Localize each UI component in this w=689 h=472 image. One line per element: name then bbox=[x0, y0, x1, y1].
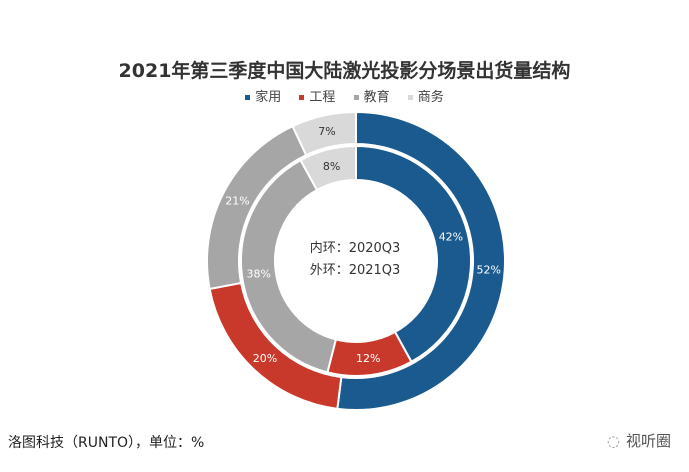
legend-item-education: 教育 bbox=[353, 86, 390, 105]
chart-legend: 家用 工程 教育 商务 bbox=[0, 86, 689, 105]
brand: ◌ 视听圈 bbox=[607, 430, 671, 451]
legend-swatch bbox=[407, 95, 413, 100]
legend-label: 工程 bbox=[309, 90, 336, 105]
data-label-2021Q3-家用: 52% bbox=[477, 263, 501, 276]
legend-swatch bbox=[299, 95, 305, 100]
wechat-logo-icon: ◌ bbox=[606, 432, 620, 450]
slice-2020Q3-教育 bbox=[240, 158, 338, 374]
legend-swatch bbox=[353, 95, 359, 100]
center-text-inner: 内环：2020Q3 bbox=[310, 240, 401, 256]
legend-item-home: 家用 bbox=[245, 86, 281, 105]
source-note: 洛图科技（RUNTO），单位：% bbox=[8, 435, 205, 451]
chart-title: 2021年第三季度中国大陆激光投影分场景出货量结构 bbox=[118, 60, 571, 82]
data-label-2021Q3-工程: 20% bbox=[253, 352, 277, 365]
legend-label: 教育 bbox=[363, 90, 390, 105]
legend-swatch bbox=[245, 95, 251, 100]
slice-labels: 52% 20% 21% 7% 42% 12% 38% 8% bbox=[225, 125, 501, 365]
legend-item-business: 商务 bbox=[407, 86, 444, 105]
data-label-2020Q3-家用: 42% bbox=[439, 231, 463, 244]
legend-label: 商务 bbox=[417, 90, 444, 105]
slice-2021Q3-商务 bbox=[291, 110, 357, 157]
data-label-2020Q3-工程: 12% bbox=[356, 352, 380, 365]
data-label-2020Q3-商务: 8% bbox=[323, 160, 340, 173]
slice-2020Q3-家用 bbox=[355, 144, 472, 364]
brand-name: 视听圈 bbox=[625, 432, 671, 450]
slices bbox=[206, 110, 506, 411]
legend-item-engineering: 工程 bbox=[299, 86, 335, 105]
slice-2021Q3-家用 bbox=[336, 110, 506, 411]
data-label-2021Q3-教育: 21% bbox=[225, 195, 249, 208]
data-label-2021Q3-商务: 7% bbox=[318, 125, 335, 138]
center-text-outer: 外环：2021Q3 bbox=[310, 263, 401, 278]
slice-2020Q3-商务 bbox=[299, 144, 357, 192]
legend-label: 家用 bbox=[255, 90, 282, 105]
data-label-2020Q3-教育: 38% bbox=[247, 267, 271, 280]
